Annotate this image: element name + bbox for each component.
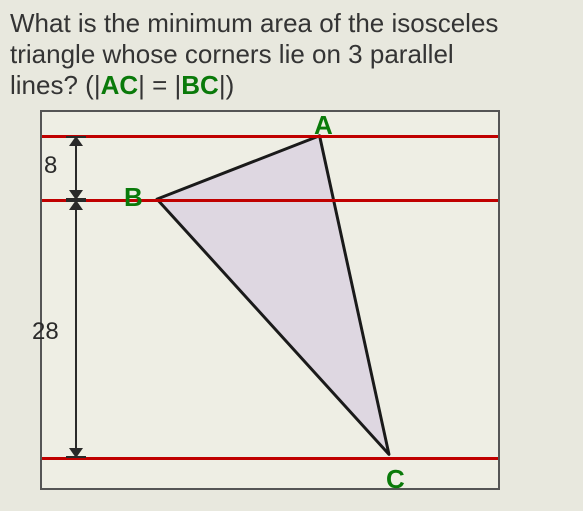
q-line3-prefix: lines? (|: [10, 70, 101, 100]
q-line2: triangle whose corners lie on 3 parallel: [10, 39, 454, 69]
figure: 8 28 A B C: [40, 110, 500, 490]
dimension-label-8: 8: [44, 152, 57, 180]
dim-cap: [66, 456, 86, 458]
triangle-shape: [157, 135, 389, 454]
parallel-line-mid: [42, 199, 498, 202]
dimension-bracket-top: [66, 136, 86, 200]
dimension-label-28: 28: [32, 318, 59, 346]
segment-bc: BC: [181, 70, 219, 100]
segment-ac: AC: [101, 70, 139, 100]
q-line1: What is the minimum area of the isoscele…: [10, 8, 498, 38]
dimension-bracket-bottom: [66, 200, 86, 458]
parallel-line-top: [42, 135, 498, 138]
vertex-label-a: A: [314, 110, 333, 141]
vertex-label-c: C: [386, 464, 405, 495]
triangle-svg: [42, 112, 498, 488]
q-line3-suffix: |): [219, 70, 234, 100]
question-text: What is the minimum area of the isoscele…: [0, 0, 583, 106]
parallel-line-bot: [42, 457, 498, 460]
dim-line: [75, 200, 77, 458]
vertex-label-b: B: [124, 182, 143, 213]
q-mid: | = |: [138, 70, 181, 100]
